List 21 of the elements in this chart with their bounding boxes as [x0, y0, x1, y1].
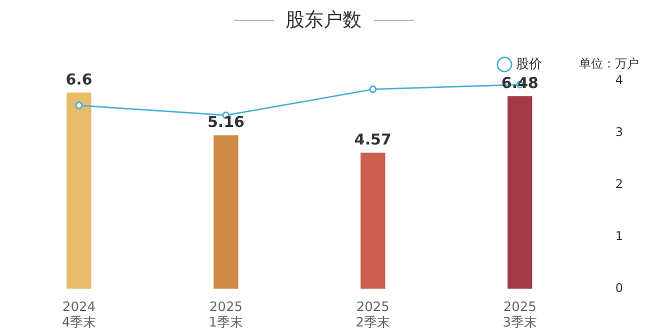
text: 单位：万户: [579, 56, 639, 71]
y2-tick-label: 3: [615, 125, 624, 140]
x-tick-label: 2025 1季末: [208, 300, 244, 331]
bar: [214, 135, 238, 289]
y2-tick-label: 4: [615, 73, 624, 88]
y2-tick-label: 1: [615, 228, 624, 243]
bar: [360, 152, 386, 289]
data-label: 4.57: [354, 130, 392, 149]
point: [75, 102, 83, 110]
data-label: 6.6: [66, 70, 92, 88]
bar: [66, 92, 92, 289]
x-tick-label: 2025 2季末: [356, 300, 390, 331]
bar: [508, 96, 532, 289]
point: [369, 86, 377, 94]
y2-tick-label: 0: [615, 280, 624, 295]
chart-title: 股东户数: [286, 9, 362, 31]
y2-tick-label: 2: [615, 177, 624, 192]
x-tick-label: 2024 4季末: [62, 300, 96, 331]
data-label: 5.16: [207, 113, 244, 132]
legend-label: 股价: [516, 56, 542, 72]
x-tick-label: 2025 3季末: [502, 300, 538, 331]
